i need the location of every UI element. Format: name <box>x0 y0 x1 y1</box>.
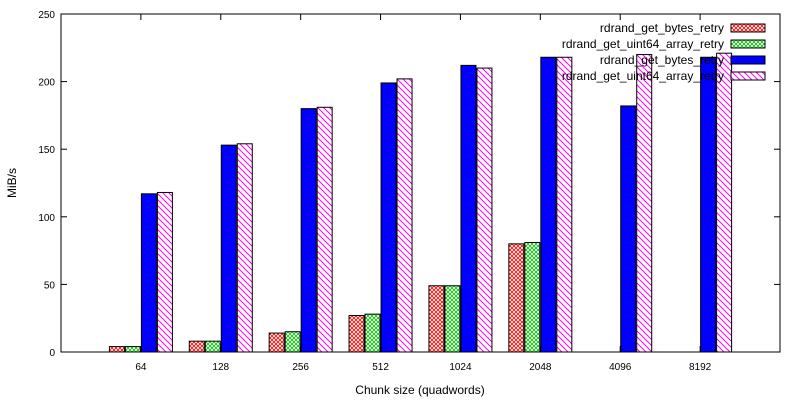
bar-series-1-128 <box>188 340 205 353</box>
x-tick-label: 1024 <box>449 362 472 373</box>
bar-series-3-128 <box>220 144 237 353</box>
y-tick-label: 200 <box>38 78 55 89</box>
legend-label: rdrand_get_bytes_retry <box>600 53 724 67</box>
bar-series-4-4096 <box>636 54 653 353</box>
x-tick-label: 256 <box>292 362 309 373</box>
bar-series-3-1024 <box>460 64 477 353</box>
bar-series-1-1024 <box>428 285 445 353</box>
bar-series-1-512 <box>348 314 365 353</box>
bar-series-3-256 <box>300 108 317 353</box>
bar-series-4-8192 <box>716 52 733 353</box>
plot-frame <box>60 13 781 353</box>
bar-series-3-4096 <box>620 105 637 353</box>
bar-series-3-2048 <box>540 56 557 353</box>
legend-swatch <box>730 55 766 65</box>
legend-swatch <box>730 23 766 33</box>
x-tick-label: 512 <box>372 362 389 373</box>
legend-swatch <box>730 71 766 81</box>
bar-series-2-64 <box>124 346 141 353</box>
y-tick-label: 50 <box>44 280 56 291</box>
bar-series-4-2048 <box>556 56 573 353</box>
legend-label: rdrand_get_bytes_retry <box>600 21 724 35</box>
bar-series-1-2048 <box>508 243 525 353</box>
x-tick-label: 2048 <box>529 362 552 373</box>
y-axis: 0 50 100 150 200 250 <box>38 10 780 359</box>
bar-series-4-64 <box>156 191 173 353</box>
bar-series-4-256 <box>316 106 333 353</box>
bar-series-3-8192 <box>700 56 717 353</box>
bar-series-4-128 <box>236 143 253 353</box>
bar-series-2-1024 <box>444 285 461 353</box>
y-tick-label: 100 <box>38 213 55 224</box>
bar-series-2-256 <box>284 331 301 353</box>
x-tick-label: 8192 <box>689 362 712 373</box>
x-axis-label: Chunk size (quadwords) <box>355 383 484 397</box>
bar-series-1-64 <box>108 346 125 353</box>
bar-series-2-512 <box>364 313 381 353</box>
legend-label: rdrand_get_uint64_array_retry <box>562 37 724 51</box>
bar-series-3-64 <box>140 193 157 353</box>
legend-label: rdrand_get_uint64_array_retry <box>562 69 724 83</box>
y-tick-label: 0 <box>49 348 55 359</box>
bar-series-3-512 <box>380 82 397 353</box>
y-tick-label: 250 <box>38 10 55 21</box>
x-tick-label: 4096 <box>609 362 632 373</box>
bar-series-2-2048 <box>524 241 541 353</box>
bar-series-1-256 <box>268 332 285 353</box>
legend: rdrand_get_bytes_retry rdrand_get_uint64_… <box>562 21 766 83</box>
legend-swatch <box>730 39 766 49</box>
x-tick-label: 128 <box>212 362 229 373</box>
bar-series-2-128 <box>204 340 221 353</box>
bar-series-4-512 <box>396 78 413 353</box>
x-tick-label: 64 <box>135 362 147 373</box>
bar-series-4-1024 <box>476 67 493 353</box>
bar-series-group <box>108 52 733 353</box>
y-tick-label: 150 <box>38 145 55 156</box>
y-axis-label: MiB/s <box>5 168 19 198</box>
